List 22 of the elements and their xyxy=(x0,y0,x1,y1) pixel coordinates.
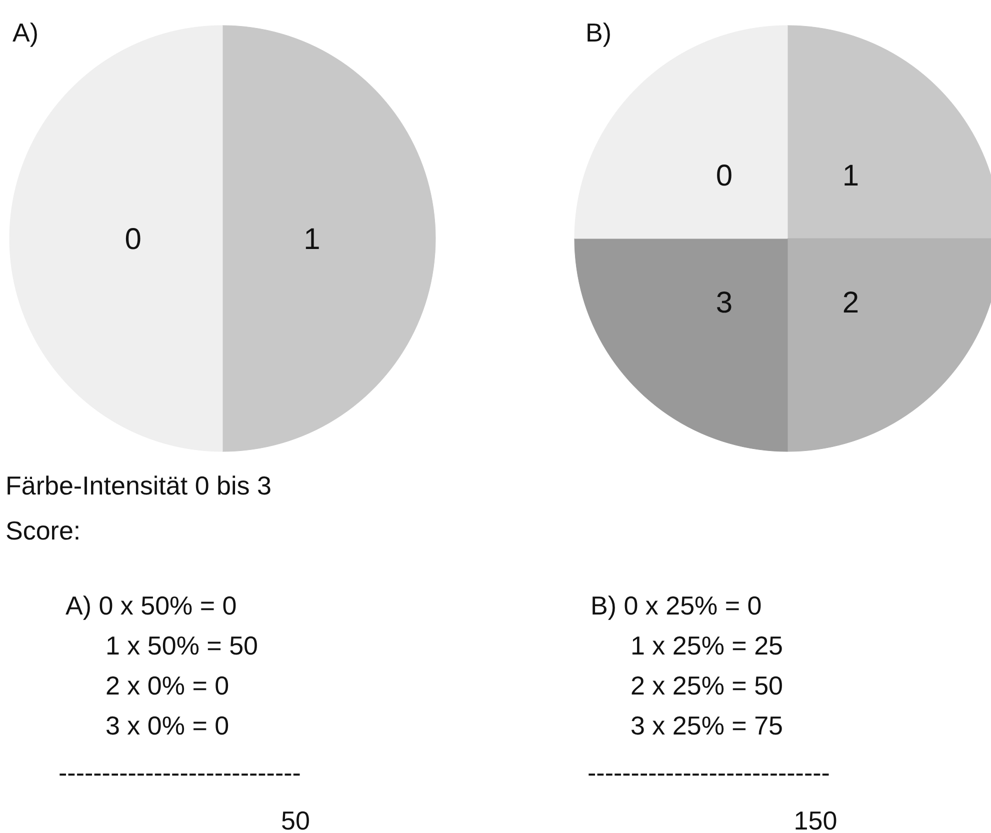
text: 1 x 50% = 50 xyxy=(106,630,258,660)
slice-label: 2 xyxy=(842,286,860,320)
text: 3 x 25% = 75 xyxy=(630,710,783,740)
text: 3 x 0% = 0 xyxy=(106,710,230,740)
chart-title: A) xyxy=(12,18,38,48)
text: 2 x 25% = 50 xyxy=(630,670,783,700)
slice-label: 0 xyxy=(716,160,733,193)
slice-label: 1 xyxy=(842,160,860,193)
text: 150 xyxy=(794,806,838,833)
text: ---------------------------- xyxy=(58,758,301,788)
slice-label: 0 xyxy=(124,223,142,256)
text: 1 x 25% = 25 xyxy=(630,630,783,660)
slice-label: 1 xyxy=(304,223,320,256)
text: B) 0 x 25% = 0 xyxy=(590,590,762,620)
text: Score: xyxy=(6,516,81,546)
text: ---------------------------- xyxy=(588,758,830,788)
text: Färbe-Intensität 0 bis 3 xyxy=(6,470,272,500)
chart-title: B) xyxy=(586,18,612,48)
slice-label: 3 xyxy=(716,286,733,320)
text: 2 x 0% = 0 xyxy=(106,670,230,700)
text: A) 0 x 50% = 0 xyxy=(66,590,237,620)
text: 50 xyxy=(281,806,310,833)
